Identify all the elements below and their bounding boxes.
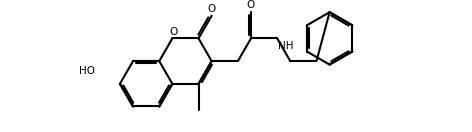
Text: O: O bbox=[169, 27, 177, 37]
Text: O: O bbox=[208, 4, 216, 14]
Text: NH: NH bbox=[278, 41, 294, 51]
Text: HO: HO bbox=[79, 66, 95, 76]
Text: O: O bbox=[247, 0, 255, 10]
